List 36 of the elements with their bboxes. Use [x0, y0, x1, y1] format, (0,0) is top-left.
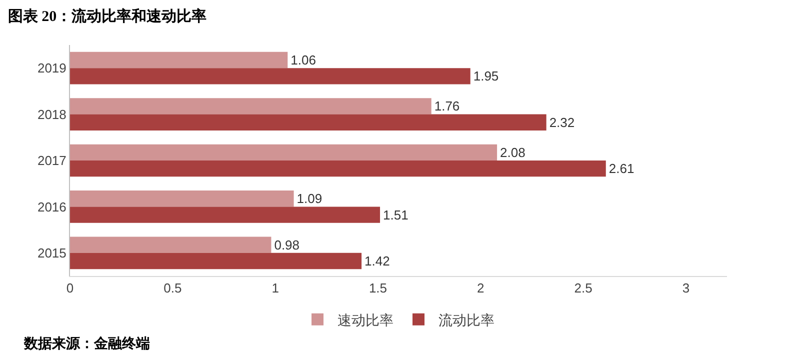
data-label: 0.98 [274, 237, 300, 252]
y-tick-label: 2017 [37, 153, 66, 168]
bar [70, 52, 288, 68]
data-label: 1.42 [364, 253, 390, 268]
x-tick-label: 0 [66, 280, 74, 296]
bar [70, 160, 606, 177]
legend-label: 流动比率 [438, 312, 494, 329]
y-tick-label: 2016 [37, 199, 66, 214]
bar [70, 206, 380, 223]
bar [70, 114, 546, 130]
y-tick-label: 2019 [37, 60, 66, 76]
y-tick-label: 2015 [37, 245, 66, 260]
legend-label: 速动比率 [338, 312, 394, 329]
bar [70, 68, 470, 84]
data-label: 1.09 [296, 191, 322, 206]
data-label: 1.76 [434, 98, 460, 114]
bar [70, 252, 362, 270]
bar [70, 236, 272, 253]
bar [70, 190, 294, 207]
bar [70, 144, 498, 160]
data-label: 2.61 [608, 161, 634, 176]
x-tick-label: 3 [682, 280, 690, 296]
x-tick-label: 2 [477, 280, 484, 296]
y-tick-label: 2018 [37, 106, 66, 122]
data-label: 2.08 [500, 144, 526, 160]
data-label: 1.51 [383, 207, 408, 222]
x-tick-label: 1 [272, 280, 279, 296]
x-tick-label: 0.5 [164, 280, 182, 296]
chart-title: 图表 20：流动比率和速动比率 [8, 7, 207, 26]
x-tick-label: 1.5 [368, 280, 388, 296]
x-tick-label: 2.5 [574, 280, 592, 296]
data-label: 1.06 [290, 52, 316, 68]
data-label: 2.32 [549, 114, 575, 130]
source-note: 数据来源：金融终端 [23, 336, 150, 352]
bar [70, 98, 432, 114]
data-label: 1.95 [473, 68, 499, 84]
